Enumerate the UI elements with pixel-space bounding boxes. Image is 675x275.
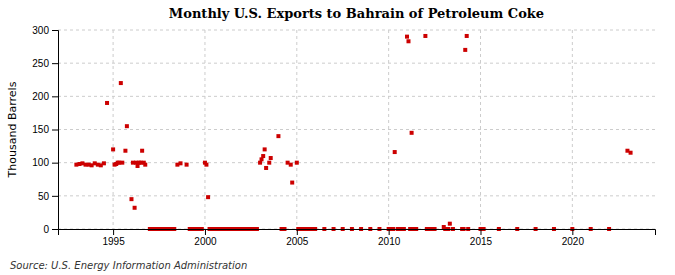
point <box>119 81 123 85</box>
point <box>125 124 129 128</box>
point <box>423 34 427 38</box>
point <box>120 161 124 165</box>
tick-label: 1995 <box>102 236 125 247</box>
point <box>465 34 469 38</box>
point <box>295 161 299 165</box>
grid-line <box>58 129 655 130</box>
tick: 100 <box>32 157 58 168</box>
plot: 1995 2000 2005 2010 2015 2020 0 50 100 150 200 250 3… <box>32 25 655 247</box>
point <box>269 156 273 160</box>
grid-line <box>58 96 655 97</box>
tick: 300 <box>32 25 58 36</box>
grid-line <box>58 195 655 196</box>
point <box>393 150 397 154</box>
x-axis: 1995 2000 2005 2010 2015 2020 <box>59 229 656 247</box>
point <box>448 222 452 226</box>
tick-label: 2005 <box>286 236 309 247</box>
point <box>629 151 633 155</box>
point <box>290 181 294 185</box>
y-label: Thousand Barrels <box>6 81 19 178</box>
tick-label: 250 <box>32 58 49 69</box>
tick-mark <box>52 196 58 197</box>
point <box>105 101 109 105</box>
point <box>111 147 115 151</box>
tick-label: 50 <box>38 191 50 202</box>
tick: 2015 <box>470 229 493 247</box>
point <box>129 197 133 201</box>
point <box>267 161 271 165</box>
grid-line <box>204 30 205 229</box>
grid-line <box>480 30 481 229</box>
tick: 50 <box>38 191 58 202</box>
tick: 0 <box>43 224 58 235</box>
tick-label: 100 <box>32 157 49 168</box>
chart: 1995 2000 2005 2010 2015 2020 0 50 100 150 200 250 3… <box>0 0 675 275</box>
tick: 1995 <box>102 229 125 247</box>
tick-mark <box>572 229 573 235</box>
tick-label: 2010 <box>378 236 401 247</box>
axis-line <box>59 230 656 236</box>
tick-label: 300 <box>32 25 49 36</box>
point <box>102 161 106 165</box>
tick: 2000 <box>194 229 217 247</box>
grid-line <box>58 30 655 31</box>
tick-mark <box>480 229 481 235</box>
point <box>206 195 210 199</box>
point <box>185 163 189 167</box>
point <box>204 163 208 167</box>
tick-mark <box>52 30 58 31</box>
title: Monthly U.S. Exports to Bahrain of Petro… <box>169 6 544 21</box>
axis-line <box>52 31 59 230</box>
tick-mark <box>52 130 58 131</box>
tick-mark <box>52 163 58 164</box>
tick: 2020 <box>562 229 585 247</box>
point <box>463 48 467 52</box>
tick-mark <box>205 229 206 235</box>
tick-mark <box>297 229 298 235</box>
tick-label: 200 <box>32 91 49 102</box>
grid-line <box>113 30 114 229</box>
grid <box>58 30 655 229</box>
point <box>143 163 147 167</box>
tick: 2005 <box>286 229 309 247</box>
point <box>405 35 409 39</box>
y-axis: 0 50 100 150 200 250 300 <box>32 25 58 235</box>
tick-label: 2015 <box>470 236 493 247</box>
points <box>74 34 632 231</box>
grid-line <box>58 162 655 163</box>
point <box>410 131 414 135</box>
point <box>264 166 268 170</box>
point <box>406 39 410 43</box>
grid-line <box>572 30 573 229</box>
tick: 200 <box>32 91 58 102</box>
point <box>276 134 280 138</box>
point <box>179 161 183 165</box>
point <box>123 149 127 153</box>
point <box>263 147 267 151</box>
point <box>289 163 293 167</box>
point <box>140 149 144 153</box>
point <box>133 206 137 210</box>
tick-label: 2000 <box>194 236 217 247</box>
tick-mark <box>52 96 58 97</box>
tick: 250 <box>32 58 58 69</box>
tick: 2010 <box>378 229 401 247</box>
tick-label: 2020 <box>562 236 585 247</box>
tick-mark <box>52 63 58 64</box>
grid-line <box>388 30 389 229</box>
tick-label: 150 <box>32 124 49 135</box>
source: Source: U.S. Energy Information Administ… <box>10 260 247 271</box>
tick-mark <box>113 229 114 235</box>
grid-line <box>58 63 655 64</box>
grid-line <box>296 30 297 229</box>
point <box>261 154 265 158</box>
tick-label: 0 <box>43 224 49 235</box>
tick-mark <box>52 229 58 230</box>
tick: 150 <box>32 124 58 135</box>
tick-mark <box>389 229 390 235</box>
